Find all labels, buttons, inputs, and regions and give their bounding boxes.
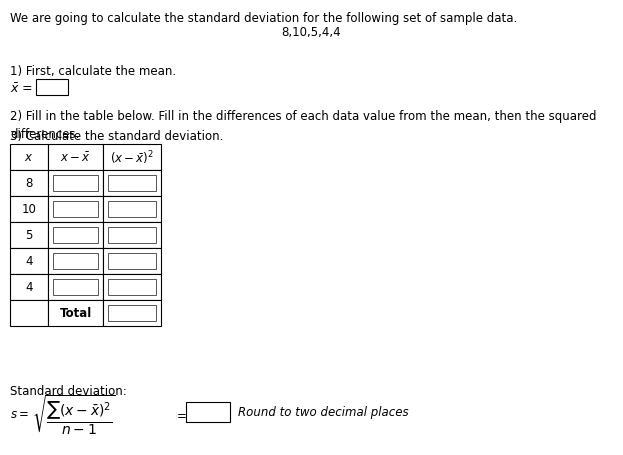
- Bar: [10, 248, 48, 274]
- Text: $\sqrt{\dfrac{\sum(x-\bar{x})^2}{n-1}}$: $\sqrt{\dfrac{\sum(x-\bar{x})^2}{n-1}}$: [32, 392, 116, 436]
- Bar: [108, 228, 156, 243]
- Text: $=$: $=$: [174, 408, 187, 420]
- Text: 5: 5: [26, 229, 32, 242]
- Bar: [108, 279, 156, 295]
- Bar: [53, 253, 98, 269]
- Bar: [53, 202, 98, 217]
- Bar: [103, 171, 161, 197]
- Text: Total: Total: [59, 307, 92, 320]
- Text: Standard deviation:: Standard deviation:: [10, 384, 126, 397]
- Bar: [48, 145, 103, 171]
- Bar: [103, 300, 161, 326]
- Text: $x$: $x$: [24, 151, 34, 164]
- Text: $(x - \bar{x})^2$: $(x - \bar{x})^2$: [110, 149, 154, 167]
- Bar: [103, 274, 161, 300]
- Text: 2) Fill in the table below. Fill in the differences of each data value from the : 2) Fill in the table below. Fill in the …: [10, 110, 596, 141]
- Text: 3) Calculate the standard deviation.: 3) Calculate the standard deviation.: [10, 130, 224, 143]
- Text: $s =$: $s =$: [10, 408, 29, 420]
- Bar: [10, 171, 48, 197]
- Bar: [10, 222, 48, 248]
- Text: 4: 4: [26, 281, 33, 294]
- Bar: [10, 274, 48, 300]
- Text: 4: 4: [26, 255, 33, 268]
- Bar: [103, 145, 161, 171]
- Bar: [10, 145, 48, 171]
- Bar: [10, 197, 48, 222]
- Text: $x - \bar{x}$: $x - \bar{x}$: [60, 151, 91, 164]
- Bar: [48, 197, 103, 222]
- Bar: [48, 171, 103, 197]
- Bar: [108, 305, 156, 321]
- Bar: [108, 253, 156, 269]
- Text: $\bar{x}$ =: $\bar{x}$ =: [10, 82, 33, 95]
- Text: 8,10,5,4,4: 8,10,5,4,4: [281, 26, 341, 39]
- Bar: [103, 222, 161, 248]
- Bar: [48, 300, 103, 326]
- Bar: [108, 202, 156, 217]
- Bar: [53, 228, 98, 243]
- Bar: [186, 402, 230, 422]
- Bar: [10, 300, 48, 326]
- Text: 10: 10: [22, 203, 36, 216]
- Text: 8: 8: [26, 177, 32, 190]
- Text: 1) First, calculate the mean.: 1) First, calculate the mean.: [10, 65, 176, 78]
- Bar: [53, 279, 98, 295]
- Bar: [53, 176, 98, 192]
- Text: Round to two decimal places: Round to two decimal places: [238, 405, 409, 419]
- Bar: [103, 197, 161, 222]
- Bar: [108, 176, 156, 192]
- Bar: [48, 274, 103, 300]
- Bar: [103, 248, 161, 274]
- Bar: [36, 80, 68, 96]
- Text: We are going to calculate the standard deviation for the following set of sample: We are going to calculate the standard d…: [10, 12, 517, 25]
- Bar: [48, 222, 103, 248]
- Bar: [48, 248, 103, 274]
